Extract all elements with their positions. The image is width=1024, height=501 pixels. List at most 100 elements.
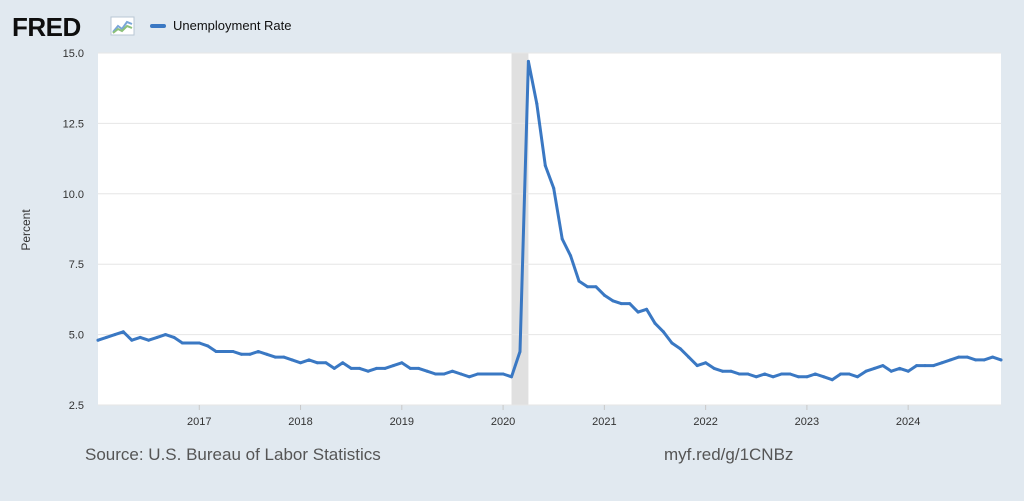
data-point[interactable] (484, 372, 488, 376)
data-point[interactable] (695, 364, 699, 368)
data-point[interactable] (628, 302, 632, 306)
data-point[interactable] (307, 358, 311, 362)
data-point[interactable] (577, 279, 581, 283)
data-point[interactable] (265, 352, 269, 356)
data-point[interactable] (830, 378, 834, 382)
data-point[interactable] (721, 369, 724, 373)
data-point[interactable] (932, 364, 935, 368)
data-point[interactable] (560, 237, 564, 241)
data-point[interactable] (923, 364, 927, 368)
data-point[interactable] (130, 338, 134, 342)
data-point[interactable] (864, 369, 868, 373)
data-point[interactable] (780, 372, 784, 376)
data-point[interactable] (813, 372, 817, 376)
data-point[interactable] (535, 102, 539, 106)
data-point[interactable] (645, 307, 649, 311)
data-point[interactable] (282, 355, 286, 359)
data-point[interactable] (349, 366, 353, 370)
data-point[interactable] (214, 350, 218, 353)
data-point[interactable] (332, 366, 336, 370)
data-point[interactable] (982, 358, 986, 362)
data-point[interactable] (754, 375, 758, 379)
data-point[interactable] (974, 358, 978, 362)
data-point[interactable] (290, 358, 294, 362)
data-point[interactable] (375, 366, 378, 370)
data-point[interactable] (746, 372, 750, 376)
data-point[interactable] (138, 335, 142, 339)
data-point[interactable] (661, 330, 665, 334)
data-point[interactable] (704, 361, 708, 365)
data-point[interactable] (822, 375, 826, 379)
data-point[interactable] (619, 302, 623, 306)
data-point[interactable] (552, 186, 556, 190)
data-point[interactable] (788, 372, 792, 376)
data-point[interactable] (315, 361, 319, 365)
data-point[interactable] (147, 338, 151, 342)
data-point[interactable] (839, 372, 843, 376)
data-point[interactable] (653, 321, 657, 325)
data-point[interactable] (155, 335, 159, 339)
data-point[interactable] (856, 375, 859, 379)
data-point[interactable] (526, 59, 530, 63)
data-point[interactable] (594, 285, 598, 289)
data-point[interactable] (417, 366, 421, 370)
data-point[interactable] (476, 372, 480, 376)
data-point[interactable] (678, 347, 682, 351)
data-point[interactable] (231, 350, 235, 353)
data-point[interactable] (915, 364, 919, 368)
data-point[interactable] (805, 375, 809, 379)
data-point[interactable] (256, 350, 260, 353)
data-point[interactable] (434, 372, 438, 376)
data-point[interactable] (771, 375, 775, 379)
data-point[interactable] (636, 310, 640, 314)
data-point[interactable] (847, 372, 851, 376)
data-point[interactable] (543, 164, 547, 168)
data-point[interactable] (957, 355, 961, 359)
data-point[interactable] (459, 372, 463, 376)
data-point[interactable] (965, 355, 969, 359)
short-link[interactable]: myf.red/g/1CNBz (664, 445, 794, 464)
data-point[interactable] (467, 375, 471, 379)
data-point[interactable] (687, 355, 691, 359)
data-point[interactable] (400, 361, 404, 365)
data-point[interactable] (96, 338, 100, 342)
data-point[interactable] (248, 352, 252, 356)
data-point[interactable] (948, 358, 952, 362)
data-point[interactable] (223, 350, 227, 353)
data-point[interactable] (189, 341, 193, 345)
data-point[interactable] (797, 375, 800, 379)
data-point[interactable] (180, 341, 184, 345)
data-point[interactable] (425, 369, 429, 373)
data-point[interactable] (906, 369, 910, 373)
data-point[interactable] (999, 358, 1003, 362)
data-point[interactable] (898, 366, 902, 370)
data-point[interactable] (602, 293, 606, 297)
data-point[interactable] (501, 372, 505, 376)
data-point[interactable] (881, 364, 885, 368)
data-point[interactable] (518, 350, 522, 353)
data-point[interactable] (889, 369, 893, 373)
data-point[interactable] (940, 361, 944, 365)
data-point[interactable] (206, 344, 210, 348)
data-point[interactable] (586, 285, 589, 289)
data-point[interactable] (569, 254, 573, 258)
fred-logo[interactable]: FRED (12, 12, 81, 42)
data-point[interactable] (510, 375, 513, 379)
data-point[interactable] (299, 361, 302, 365)
data-point[interactable] (273, 355, 277, 359)
data-point[interactable] (113, 333, 117, 337)
data-point[interactable] (121, 330, 125, 334)
data-point[interactable] (763, 372, 767, 376)
data-point[interactable] (670, 341, 674, 345)
data-point[interactable] (872, 366, 876, 370)
data-point[interactable] (712, 366, 716, 370)
data-point[interactable] (391, 364, 395, 368)
data-point[interactable] (611, 299, 615, 303)
data-point[interactable] (104, 335, 108, 339)
data-point[interactable] (729, 369, 733, 373)
data-point[interactable] (408, 366, 412, 370)
data-point[interactable] (358, 366, 362, 370)
data-point[interactable] (324, 361, 328, 365)
data-point[interactable] (991, 355, 995, 359)
data-point[interactable] (197, 341, 201, 345)
